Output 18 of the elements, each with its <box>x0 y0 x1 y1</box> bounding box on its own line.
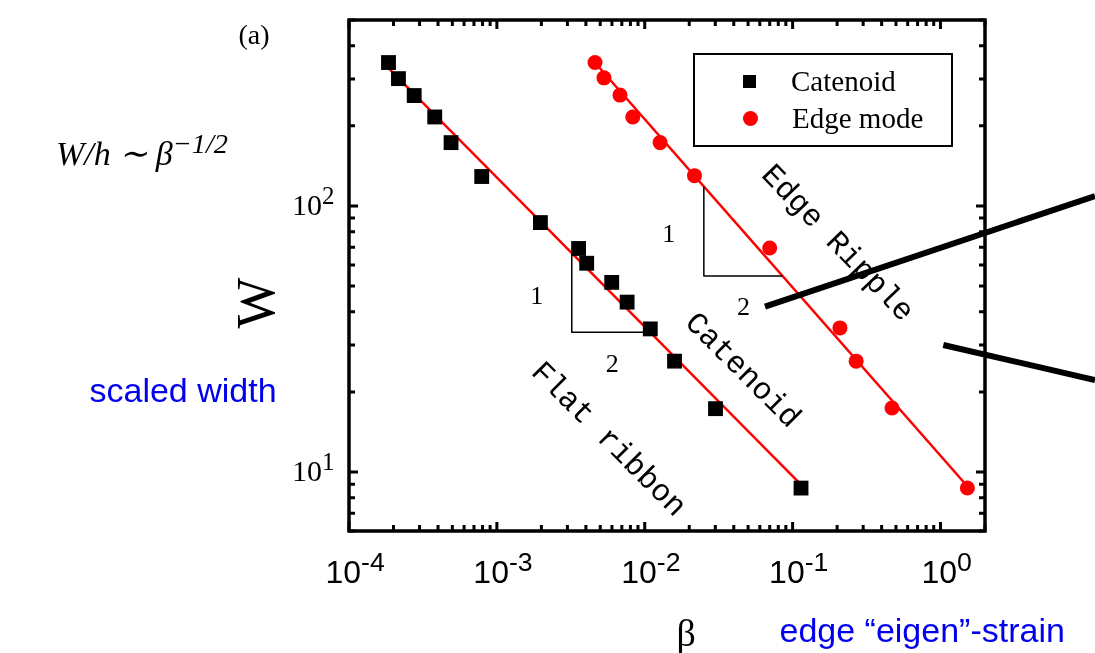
annotation: 1 <box>662 218 676 249</box>
x-tick-label: 10$^{-3}$ <box>473 547 533 591</box>
x-tick-label: 10$^{-4}$ <box>325 547 385 591</box>
text: (a) <box>238 19 270 51</box>
annotation: 2 <box>737 292 751 322</box>
y-axis-title: W <box>225 277 287 329</box>
text: edge “eigen”-strain <box>779 610 1065 650</box>
x-tick-label: 10$^{-2}$ <box>621 547 681 591</box>
text: W/h ∼ β$^{−1/2}$ <box>56 127 229 173</box>
y-tick-label: 10$^{2}$ <box>292 181 335 222</box>
legend-label: Catenoid <box>791 65 896 98</box>
annotation: 1 <box>530 281 544 312</box>
y-tick-label: 10$^{1}$ <box>292 447 335 488</box>
x-tick-label: 10$^{-1}$ <box>769 547 829 591</box>
annotation: 2 <box>605 349 619 380</box>
x-tick-label: 10$^{0}$ <box>921 547 972 591</box>
text: scaled width <box>89 370 277 410</box>
legend-label: Edge mode <box>792 102 924 135</box>
